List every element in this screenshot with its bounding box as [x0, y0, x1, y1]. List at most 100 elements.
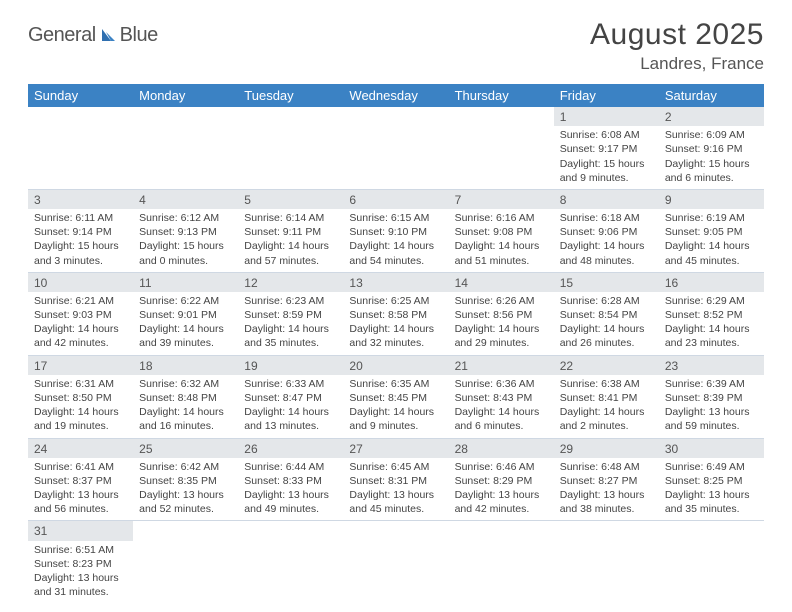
sunset-text: Sunset: 8:35 PM — [139, 474, 232, 488]
day-number: 6 — [343, 190, 448, 209]
sunset-text: Sunset: 8:23 PM — [34, 557, 127, 571]
daylight-text: Daylight: 15 hours — [560, 157, 653, 171]
day-number: 10 — [28, 273, 133, 292]
daylight-text: Daylight: 14 hours — [455, 322, 548, 336]
calendar-cell: 15Sunrise: 6:28 AMSunset: 8:54 PMDayligh… — [554, 272, 659, 355]
sunset-text: Sunset: 9:06 PM — [560, 225, 653, 239]
daylight-text: and 51 minutes. — [455, 254, 548, 268]
calendar-cell — [133, 107, 238, 189]
daylight-text: Daylight: 14 hours — [560, 322, 653, 336]
calendar-cell: 5Sunrise: 6:14 AMSunset: 9:11 PMDaylight… — [238, 189, 343, 272]
sunrise-text: Sunrise: 6:33 AM — [244, 377, 337, 391]
daylight-text: Daylight: 14 hours — [244, 405, 337, 419]
calendar-cell: 14Sunrise: 6:26 AMSunset: 8:56 PMDayligh… — [449, 272, 554, 355]
sunset-text: Sunset: 9:05 PM — [665, 225, 758, 239]
calendar-cell: 10 Sunrise: 6:21 AMSunset: 9:03 PMDayligh… — [28, 272, 133, 355]
sunset-text: Sunset: 9:11 PM — [244, 225, 337, 239]
daylight-text: Daylight: 14 hours — [349, 239, 442, 253]
sunset-text: Sunset: 8:47 PM — [244, 391, 337, 405]
day-body: Sunrise: 6:42 AMSunset: 8:35 PMDaylight:… — [133, 460, 238, 521]
calendar-table: Sunday Monday Tuesday Wednesday Thursday… — [28, 84, 764, 603]
calendar-row: 31 Sunrise: 6:51 AMSunset: 8:23 PMDayligh… — [28, 521, 764, 603]
sunset-text: Sunset: 8:31 PM — [349, 474, 442, 488]
daylight-text: Daylight: 14 hours — [139, 405, 232, 419]
day-number: 31 — [28, 521, 133, 540]
daylight-text: Daylight: 14 hours — [455, 239, 548, 253]
brand-logo: General Blue — [28, 24, 158, 47]
day-number: 2 — [659, 107, 764, 126]
brand-part2: Blue — [120, 24, 158, 47]
day-body: Sunrise: 6:39 AMSunset: 8:39 PMDaylight:… — [659, 377, 764, 438]
calendar-cell: 25Sunrise: 6:42 AMSunset: 8:35 PMDayligh… — [133, 438, 238, 521]
sunrise-text: Sunrise: 6:41 AM — [34, 460, 127, 474]
day-number: 15 — [554, 273, 659, 292]
day-number: 24 — [28, 439, 133, 458]
calendar-cell — [238, 107, 343, 189]
daylight-text: Daylight: 13 hours — [34, 571, 127, 585]
daylight-text: and 35 minutes. — [244, 336, 337, 350]
sunset-text: Sunset: 8:50 PM — [34, 391, 127, 405]
calendar-cell: 13Sunrise: 6:25 AMSunset: 8:58 PMDayligh… — [343, 272, 448, 355]
day-body: Sunrise: 6:49 AMSunset: 8:25 PMDaylight:… — [659, 460, 764, 521]
sunset-text: Sunset: 8:52 PM — [665, 308, 758, 322]
daylight-text: and 0 minutes. — [139, 254, 232, 268]
daylight-text: Daylight: 13 hours — [455, 488, 548, 502]
sunrise-text: Sunrise: 6:51 AM — [34, 543, 127, 557]
daylight-text: and 31 minutes. — [34, 585, 127, 599]
day-number: 18 — [133, 356, 238, 375]
day-number: 13 — [343, 273, 448, 292]
calendar-cell — [449, 107, 554, 189]
sunrise-text: Sunrise: 6:42 AM — [139, 460, 232, 474]
daylight-text: and 19 minutes. — [34, 419, 127, 433]
calendar-cell: 18Sunrise: 6:32 AMSunset: 8:48 PMDayligh… — [133, 355, 238, 438]
weekday-header: Friday — [554, 84, 659, 107]
calendar-cell: 7Sunrise: 6:16 AMSunset: 9:08 PMDaylight… — [449, 189, 554, 272]
calendar-cell: 1Sunrise: 6:08 AMSunset: 9:17 PMDaylight… — [554, 107, 659, 189]
sunset-text: Sunset: 8:33 PM — [244, 474, 337, 488]
day-body: Sunrise: 6:33 AMSunset: 8:47 PMDaylight:… — [238, 377, 343, 438]
daylight-text: and 26 minutes. — [560, 336, 653, 350]
sunset-text: Sunset: 8:54 PM — [560, 308, 653, 322]
day-body: Sunrise: 6:09 AMSunset: 9:16 PMDaylight:… — [659, 128, 764, 189]
daylight-text: and 49 minutes. — [244, 502, 337, 516]
calendar-cell: 3 Sunrise: 6:11 AMSunset: 9:14 PMDaylight… — [28, 189, 133, 272]
day-number: 28 — [449, 439, 554, 458]
day-number: 8 — [554, 190, 659, 209]
day-body: Sunrise: 6:08 AMSunset: 9:17 PMDaylight:… — [554, 128, 659, 189]
sunrise-text: Sunrise: 6:25 AM — [349, 294, 442, 308]
calendar-cell: 23Sunrise: 6:39 AMSunset: 8:39 PMDayligh… — [659, 355, 764, 438]
daylight-text: Daylight: 13 hours — [349, 488, 442, 502]
day-body: Sunrise: 6:26 AMSunset: 8:56 PMDaylight:… — [449, 294, 554, 355]
sunrise-text: Sunrise: 6:11 AM — [34, 211, 127, 225]
daylight-text: and 45 minutes. — [665, 254, 758, 268]
calendar-cell — [659, 521, 764, 603]
day-number: 19 — [238, 356, 343, 375]
day-number: 21 — [449, 356, 554, 375]
sunset-text: Sunset: 8:59 PM — [244, 308, 337, 322]
sunrise-text: Sunrise: 6:29 AM — [665, 294, 758, 308]
daylight-text: Daylight: 15 hours — [34, 239, 127, 253]
sunset-text: Sunset: 8:27 PM — [560, 474, 653, 488]
location-label: Landres, France — [590, 54, 764, 74]
day-body: Sunrise: 6:21 AMSunset: 9:03 PMDaylight:… — [28, 294, 133, 355]
daylight-text: Daylight: 13 hours — [560, 488, 653, 502]
daylight-text: Daylight: 14 hours — [665, 322, 758, 336]
calendar-cell: 27Sunrise: 6:45 AMSunset: 8:31 PMDayligh… — [343, 438, 448, 521]
day-body: Sunrise: 6:51 AMSunset: 8:23 PMDaylight:… — [28, 543, 133, 604]
day-body: Sunrise: 6:11 AMSunset: 9:14 PMDaylight:… — [28, 211, 133, 272]
day-number: 11 — [133, 273, 238, 292]
calendar-cell — [554, 521, 659, 603]
sunrise-text: Sunrise: 6:18 AM — [560, 211, 653, 225]
weekday-header: Thursday — [449, 84, 554, 107]
daylight-text: Daylight: 15 hours — [665, 157, 758, 171]
day-number: 3 — [28, 190, 133, 209]
sunset-text: Sunset: 9:14 PM — [34, 225, 127, 239]
sunset-text: Sunset: 8:48 PM — [139, 391, 232, 405]
day-number: 20 — [343, 356, 448, 375]
daylight-text: and 2 minutes. — [560, 419, 653, 433]
brand-part1: General — [28, 24, 96, 47]
daylight-text: and 32 minutes. — [349, 336, 442, 350]
sunrise-text: Sunrise: 6:36 AM — [455, 377, 548, 391]
calendar-cell: 4Sunrise: 6:12 AMSunset: 9:13 PMDaylight… — [133, 189, 238, 272]
daylight-text: and 9 minutes. — [349, 419, 442, 433]
